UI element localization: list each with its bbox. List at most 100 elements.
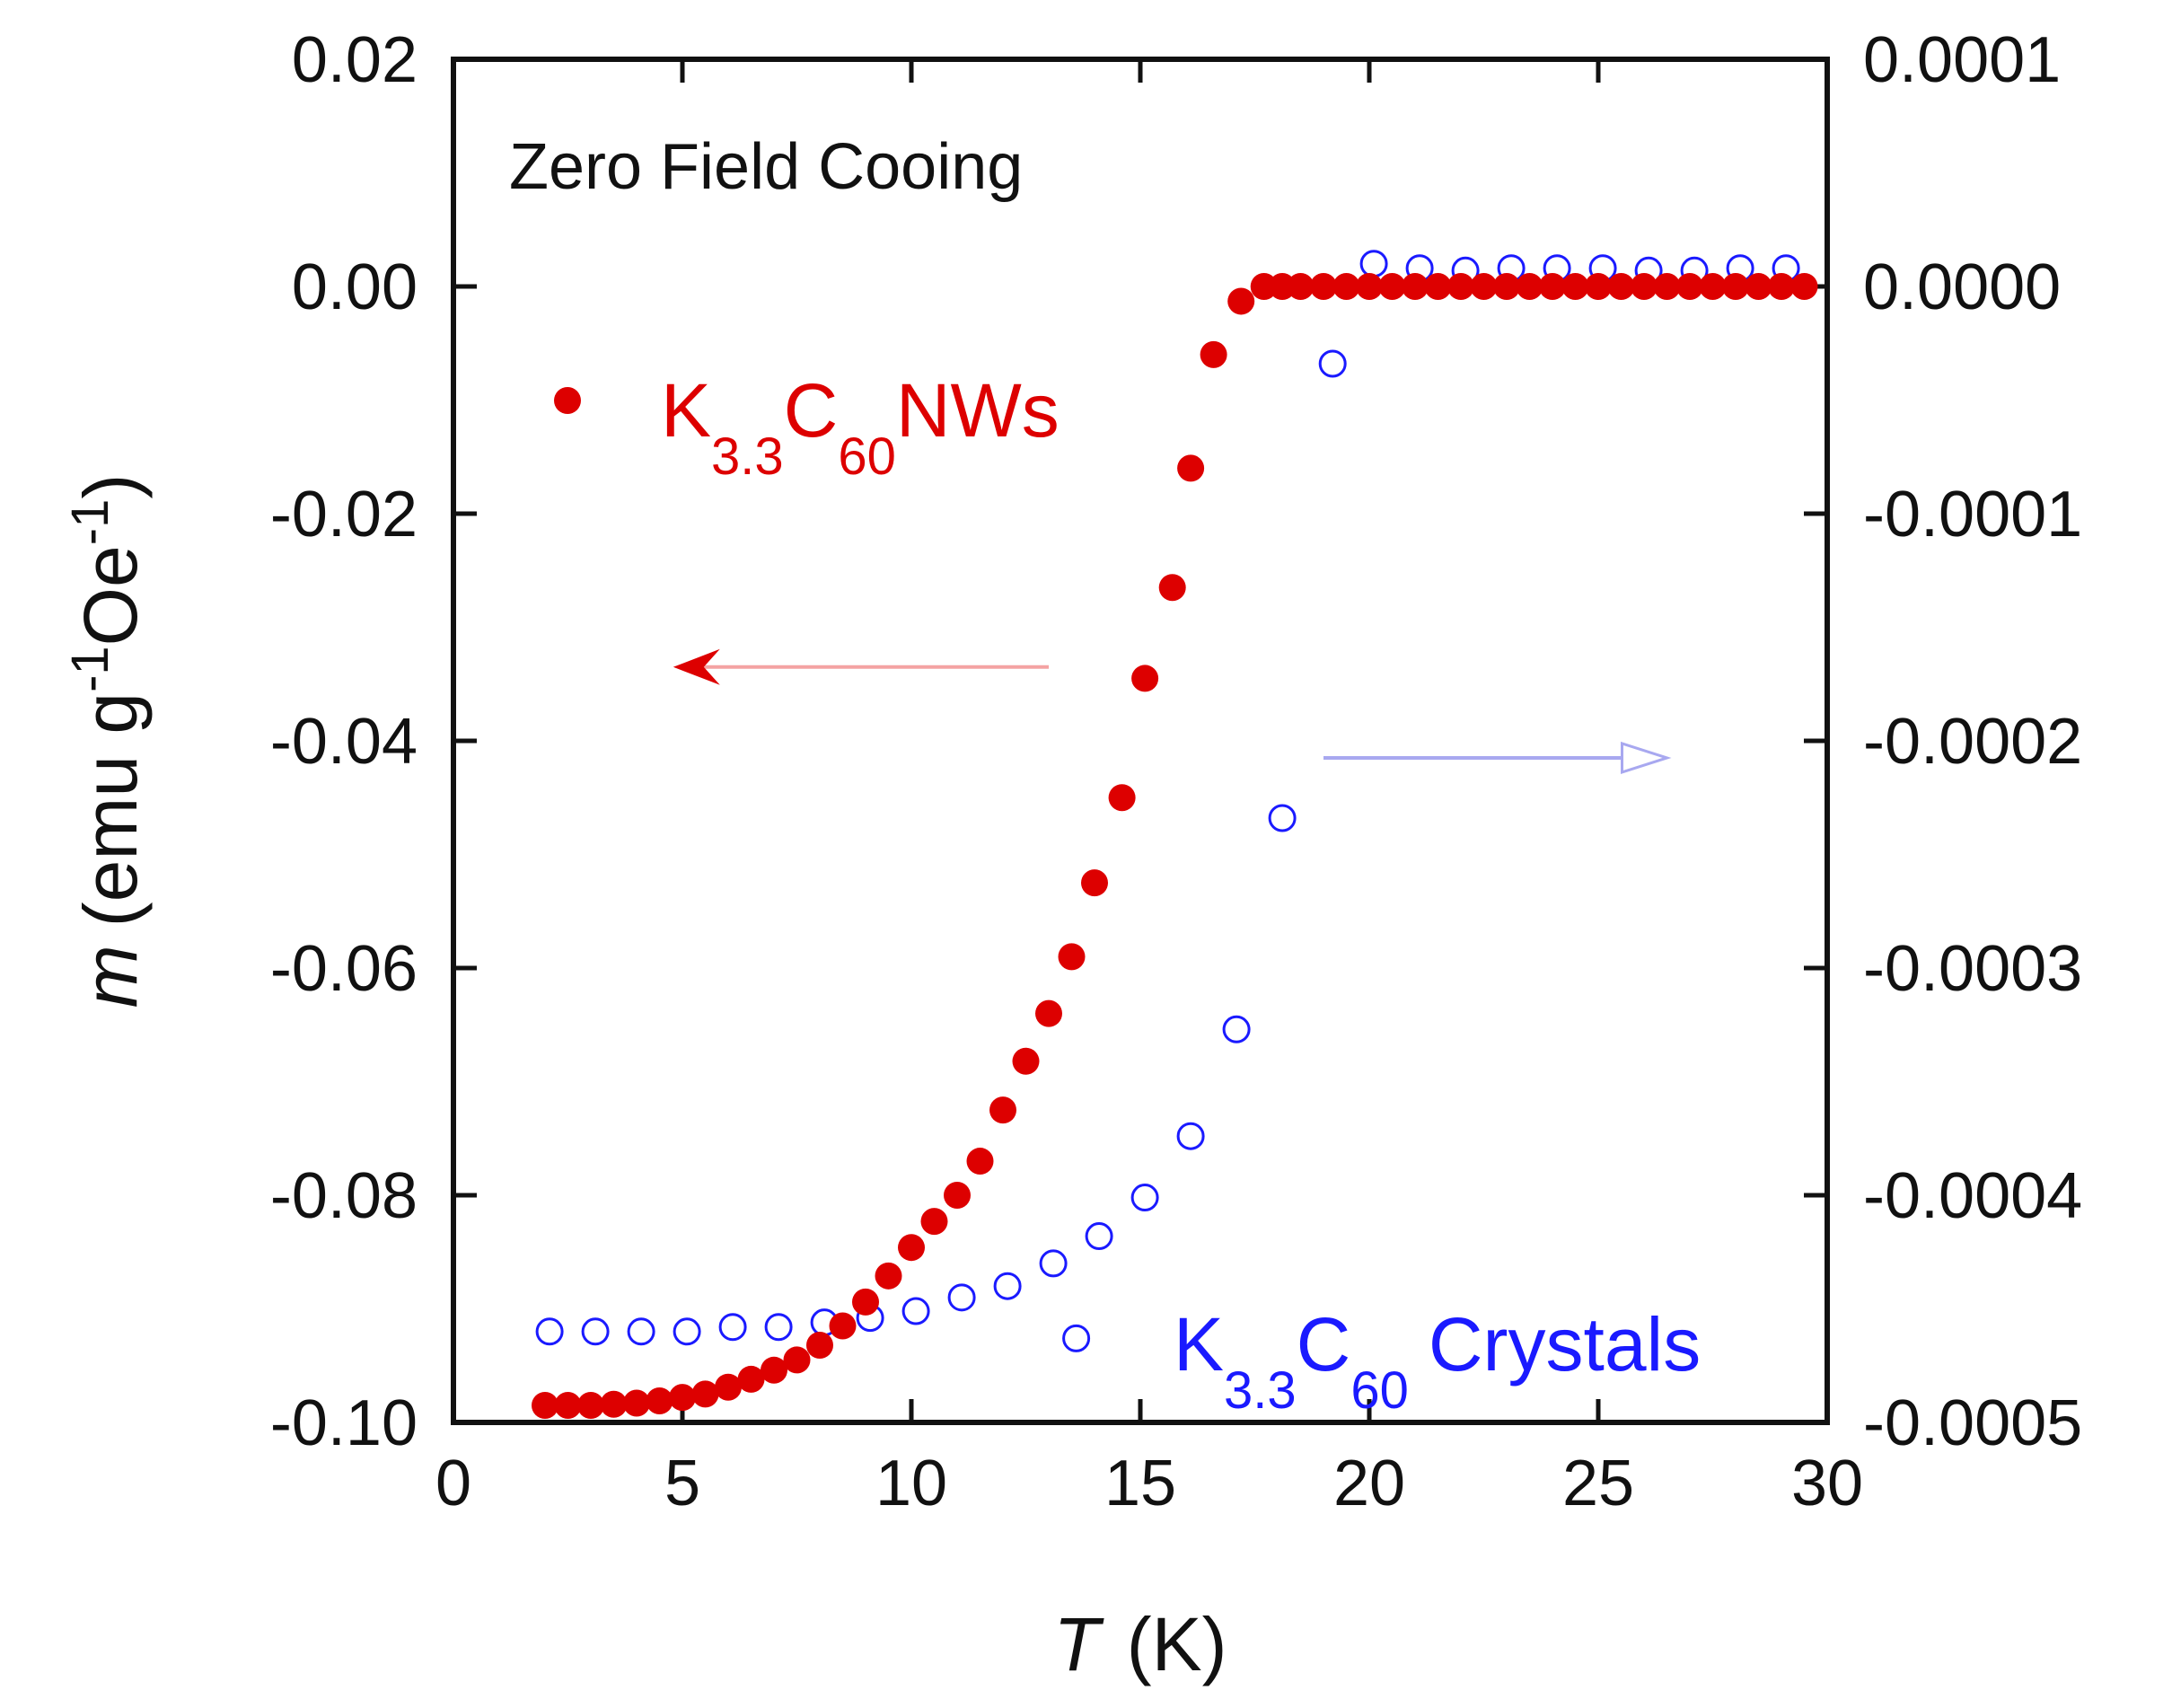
x-tick-label: 25 bbox=[1562, 1448, 1634, 1519]
crystals-point bbox=[901, 1297, 930, 1325]
y-tick-label-left: -0.06 bbox=[270, 933, 418, 1005]
y-tick-label-right: -0.0003 bbox=[1863, 933, 2082, 1005]
crystals-point bbox=[1039, 1249, 1068, 1278]
nanowires-point bbox=[1200, 340, 1227, 368]
nanowires-point bbox=[1287, 273, 1315, 300]
y-tick-label-left: -0.10 bbox=[270, 1387, 418, 1459]
nanowires-point bbox=[1447, 273, 1474, 300]
nanowires-point bbox=[1108, 784, 1136, 812]
nanowires-point bbox=[1177, 454, 1205, 482]
y-axis-title-left: m(emu g-1Oe-1) bbox=[61, 474, 153, 1008]
y-tick-label-right: -0.0004 bbox=[1863, 1160, 2082, 1232]
nanowires-point bbox=[1790, 273, 1818, 300]
nanowires-point bbox=[1561, 273, 1589, 300]
nanowires-point bbox=[1227, 287, 1255, 315]
nanowires-point bbox=[1158, 574, 1186, 602]
nanowires-point bbox=[1332, 273, 1360, 300]
nanowires-point bbox=[783, 1346, 811, 1374]
crystals-point bbox=[947, 1283, 976, 1312]
nanowires-point bbox=[1539, 273, 1566, 300]
crystals-point bbox=[1359, 250, 1388, 278]
x-tick-label: 15 bbox=[1104, 1448, 1176, 1519]
crystals-point bbox=[1222, 1015, 1251, 1043]
x-tick-label: 10 bbox=[875, 1448, 947, 1519]
y-tick-label-left: -0.08 bbox=[270, 1160, 418, 1232]
plot-frame bbox=[451, 57, 1830, 1425]
y-tick-label-left: 0.02 bbox=[292, 24, 418, 96]
nanowires-point bbox=[1585, 273, 1612, 300]
nanowires-point bbox=[1470, 273, 1498, 300]
nanowires-point bbox=[715, 1373, 742, 1401]
annotation-zero-field-cooling: Zero Field Cooing bbox=[509, 131, 1023, 203]
nanowires-point bbox=[1768, 273, 1795, 300]
nanowires-point bbox=[1402, 273, 1429, 300]
crystals-point bbox=[1268, 804, 1297, 832]
nanowires-point bbox=[1012, 1047, 1040, 1075]
tick-labels: 0 5 10 15 20 25 30 -0.10 -0.08 -0.06 -0.04 -0.02 0.0… bbox=[270, 24, 2082, 1519]
nanowires-point bbox=[1081, 869, 1108, 897]
nanowires-point bbox=[1722, 273, 1749, 300]
nanowires-point bbox=[737, 1365, 765, 1393]
nanowires-point bbox=[1493, 273, 1520, 300]
y-tick-label-right: -0.0005 bbox=[1863, 1387, 2082, 1459]
y-tick-label-right: 0.0001 bbox=[1863, 24, 2061, 96]
nanowires-point bbox=[852, 1288, 879, 1316]
nanowires-point bbox=[875, 1262, 902, 1290]
nanowires-point bbox=[669, 1384, 696, 1412]
nanowires-point bbox=[989, 1096, 1016, 1124]
nanowires-point bbox=[1131, 665, 1159, 692]
nanowires-point bbox=[691, 1380, 719, 1408]
nanowires-point bbox=[600, 1390, 628, 1418]
crystals-point bbox=[1176, 1122, 1205, 1150]
nanowires-point bbox=[532, 1392, 558, 1420]
y-tick-label-right: -0.0002 bbox=[1863, 706, 2082, 778]
crystals-point bbox=[627, 1317, 655, 1346]
x-axis-title: T (K) bbox=[1053, 1602, 1227, 1686]
x-tick-label: 0 bbox=[435, 1448, 471, 1519]
y-tick-label-left: -0.04 bbox=[270, 706, 418, 778]
nanowires-point bbox=[898, 1234, 925, 1262]
nanowires-point bbox=[920, 1208, 948, 1236]
crystals-point bbox=[1130, 1184, 1159, 1212]
crystals-right-axis-arrow bbox=[1323, 741, 1672, 775]
crystals-point bbox=[764, 1313, 793, 1342]
nanowires-point bbox=[1310, 273, 1337, 300]
x-tick-label: 30 bbox=[1791, 1448, 1863, 1519]
crystals-point bbox=[673, 1317, 701, 1346]
nanowires-point bbox=[761, 1356, 787, 1384]
nanowires-left-axis-arrow bbox=[673, 648, 1049, 685]
crystals-point bbox=[535, 1317, 564, 1346]
nanowires-point bbox=[554, 1392, 582, 1420]
nanowires-point bbox=[1058, 943, 1086, 971]
nanowires-point bbox=[1424, 273, 1452, 300]
crystals-point bbox=[1062, 1324, 1091, 1352]
series-crystals bbox=[535, 250, 1800, 1352]
nanowires-point bbox=[577, 1392, 604, 1420]
nanowires-point bbox=[623, 1389, 650, 1417]
axis-arrows bbox=[673, 648, 1672, 775]
nanowires-point bbox=[806, 1331, 833, 1359]
series-nanowires bbox=[532, 273, 1818, 1420]
y-tick-label-right: 0.0000 bbox=[1863, 251, 2061, 323]
nanowires-point bbox=[1378, 273, 1406, 300]
legend-nanowires-marker bbox=[554, 387, 581, 414]
crystals-point bbox=[1085, 1222, 1113, 1251]
x-tick-label: 5 bbox=[664, 1448, 700, 1519]
nanowires-point bbox=[1607, 273, 1635, 300]
x-tick-label: 20 bbox=[1333, 1448, 1405, 1519]
nanowires-point bbox=[1356, 273, 1383, 300]
crystals-point bbox=[581, 1317, 610, 1346]
legend-nanowires-label: K3.3C60NWs bbox=[661, 368, 1060, 486]
nanowires-point bbox=[944, 1182, 971, 1209]
legend-crystals-label: K3.3C60Crystals bbox=[1174, 1302, 1701, 1420]
nanowires-point bbox=[1699, 273, 1727, 300]
nanowires-point bbox=[1745, 273, 1772, 300]
nanowires-point bbox=[1631, 273, 1658, 300]
ticks bbox=[453, 59, 1827, 1422]
nanowires-point bbox=[1035, 999, 1062, 1027]
nanowires-point bbox=[1676, 273, 1703, 300]
crystals-point bbox=[718, 1313, 747, 1342]
crystals-point bbox=[993, 1272, 1022, 1300]
y-tick-label-right: -0.0001 bbox=[1863, 479, 2082, 550]
